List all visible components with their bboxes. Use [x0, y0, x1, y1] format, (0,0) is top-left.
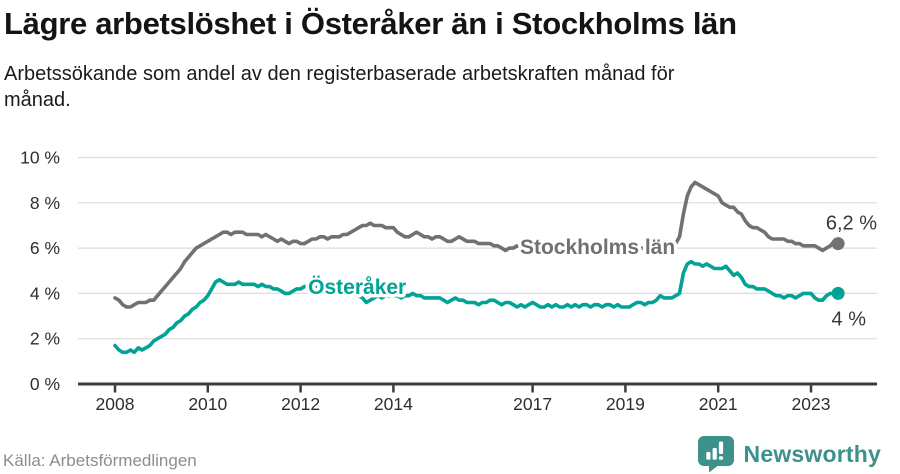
- series-line--ster-ker: [113, 259, 840, 355]
- y-tick-label: 6 %: [30, 238, 60, 258]
- chart-title: Lägre arbetslöshet i Österåker än i Stoc…: [4, 6, 737, 41]
- chart-subtitle: Arbetssökande som andel av den registerb…: [4, 63, 675, 111]
- unemployment-line-chart: 0 % 2 % 4 % 6 % 8 % 10 % 2008 2010 2012 2014 2017 2…: [20, 148, 877, 415]
- newsworthy-bubble-chart-icon: [697, 436, 734, 473]
- y-tick-label: 4 %: [30, 283, 60, 303]
- end-value-label--ster-ker: 4 %: [832, 308, 867, 330]
- series-label-stockholms-l-n: Stockholms län: [520, 236, 675, 259]
- newsworthy-logo: Newsworthy: [697, 435, 881, 473]
- x-tick-label: 2019: [606, 394, 645, 414]
- x-tick-label: 2017: [513, 394, 552, 414]
- end-dot--ster-ker: [831, 286, 845, 300]
- x-tick-label: 2012: [281, 394, 320, 414]
- series-line-stockholms-l-n: [113, 180, 840, 309]
- x-tick-label: 2008: [96, 394, 135, 414]
- newsworthy-wordmark: Newsworthy: [743, 440, 881, 467]
- series-label--ster-ker: Österåker: [308, 276, 406, 299]
- y-tick-label: 10 %: [20, 148, 60, 168]
- x-tick-label: 2014: [374, 394, 413, 414]
- y-tick-label: 8 %: [30, 193, 60, 213]
- y-tick-label: 2 %: [30, 329, 60, 349]
- x-tick-label: 2010: [188, 394, 227, 414]
- x-tick-label: 2023: [792, 394, 831, 414]
- end-value-label-stockholms-l-n: 6,2 %: [826, 213, 877, 235]
- y-tick-label: 0 %: [30, 374, 60, 394]
- source-note: Källa: Arbetsförmedlingen: [3, 451, 197, 470]
- end-dot-stockholms-l-n: [831, 237, 845, 251]
- x-tick-label: 2021: [699, 394, 738, 414]
